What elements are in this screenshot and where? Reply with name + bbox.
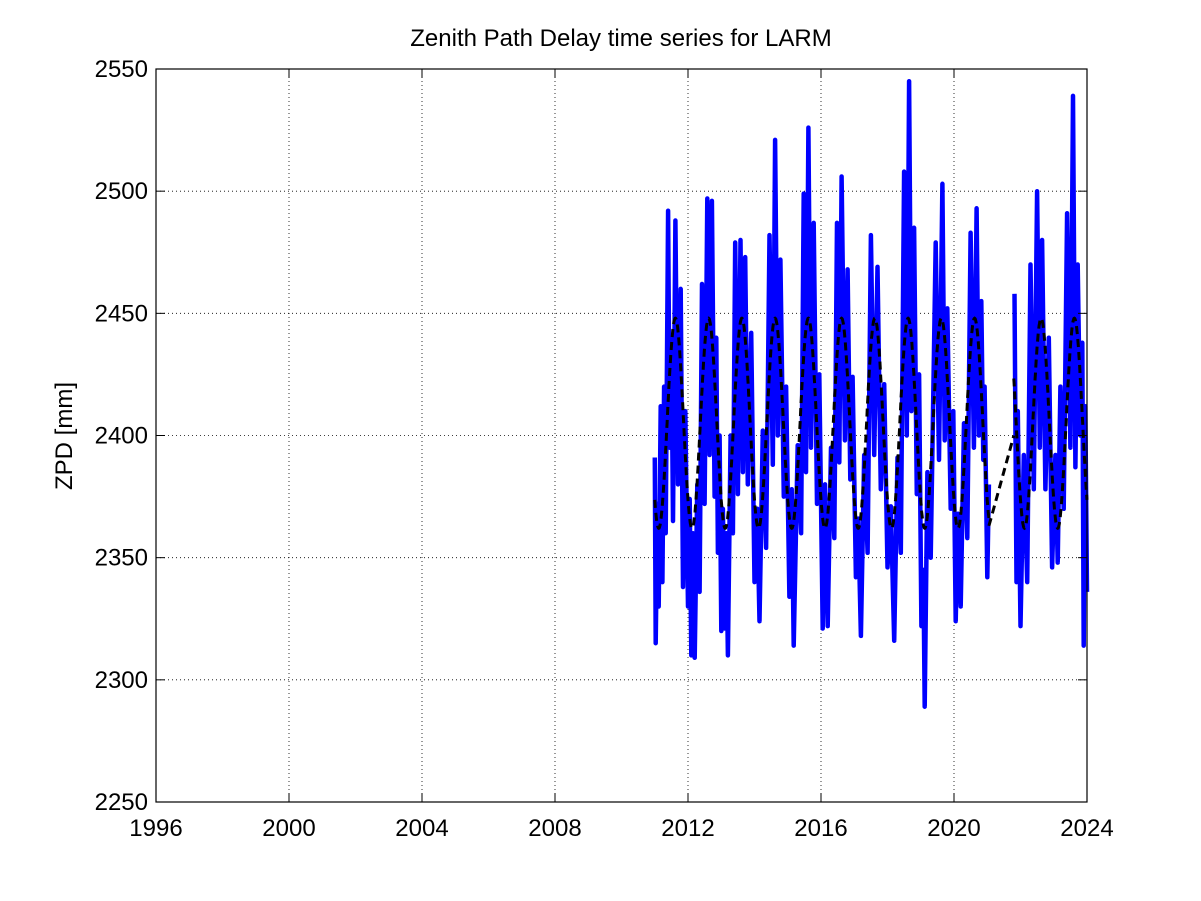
y-tick-label: 2300	[95, 667, 148, 694]
y-tick-label: 2350	[95, 545, 148, 572]
x-tick-label: 2012	[661, 815, 714, 842]
y-axis-label: ZPD [mm]	[51, 382, 78, 490]
axis-ticks: 1996 2000 2004 2008 2012 2016 2020 2024 2250 2300…	[95, 56, 1114, 842]
y-tick-label: 2500	[95, 178, 148, 205]
x-tick-label: 2016	[794, 815, 847, 842]
y-tick-label: 2400	[95, 423, 148, 450]
plot-area	[652, 78, 1090, 709]
chart-title: Zenith Path Delay time series for LARM	[410, 25, 832, 52]
x-tick-label: 1996	[129, 815, 182, 842]
x-tick-label: 2004	[395, 815, 448, 842]
x-tick-label: 2000	[262, 815, 315, 842]
series-model-line	[653, 316, 991, 531]
x-tick-label: 2008	[528, 815, 581, 842]
y-tick-label: 2550	[95, 56, 148, 83]
y-tick-label: 2450	[95, 300, 148, 327]
series-model-line	[1012, 316, 1089, 531]
x-tick-label: 2020	[927, 815, 980, 842]
x-tick-label: 2024	[1060, 815, 1113, 842]
series-model-gap-line	[987, 435, 1016, 527]
y-tick-label: 2250	[95, 789, 148, 816]
